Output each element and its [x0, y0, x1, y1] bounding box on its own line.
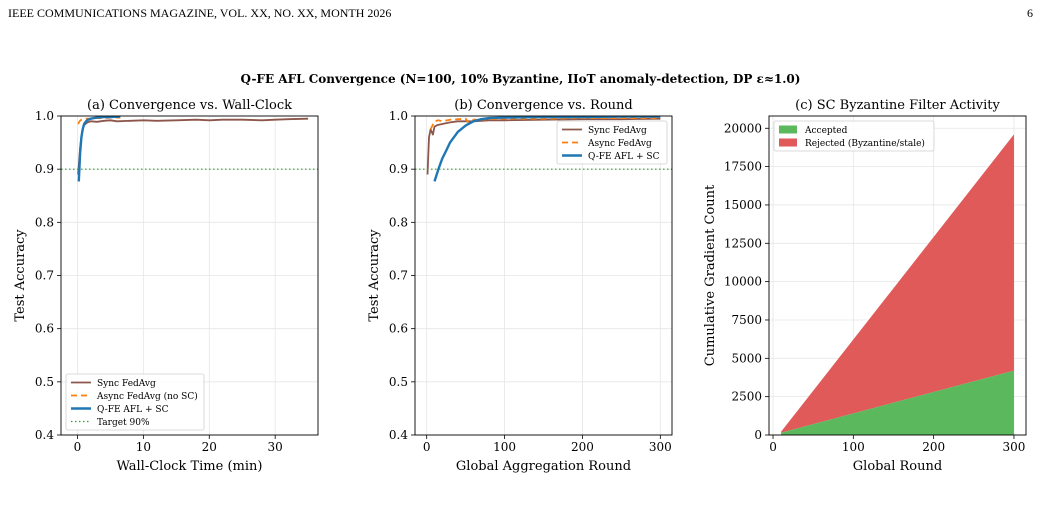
x-tick-label: 30	[268, 440, 283, 454]
page-header: IEEE COMMUNICATIONS MAGAZINE, VOL. XX, N…	[0, 6, 1041, 22]
y-tick-label: 0.8	[389, 215, 408, 229]
y-tick-label: 0.6	[35, 322, 54, 336]
axes-frame	[768, 115, 1027, 436]
y-tick-label: 7500	[731, 313, 762, 327]
x-tick-label: 20	[202, 440, 217, 454]
chart-title: (c) SC Byzantine Filter Activity	[795, 98, 1000, 113]
x-tick-label: 0	[423, 440, 431, 454]
legend-label: Accepted	[804, 126, 848, 136]
y-tick-label: 0.7	[389, 269, 408, 283]
plot-area	[415, 116, 672, 182]
legend-label: Target 90%	[97, 418, 150, 428]
legend-label: Q-FE AFL + SC	[588, 152, 660, 162]
y-tick-label: 0.8	[35, 215, 54, 229]
x-tick-label: 200	[571, 440, 594, 454]
chart-panel-1	[57, 115, 319, 439]
x-tick-label: 0	[74, 440, 82, 454]
legend-swatch	[779, 125, 797, 134]
y-tick-label: 0.4	[35, 428, 54, 442]
y-tick-label: 15000	[724, 198, 762, 212]
legend-label: Sync FedAvg	[97, 379, 156, 389]
legend-label: Rejected (Byzantine/stale)	[805, 138, 925, 149]
axes-frame	[60, 115, 319, 436]
x-tick-label: 300	[1003, 440, 1026, 454]
legend-label: Sync FedAvg	[588, 126, 647, 136]
x-axis-label: Global Aggregation Round	[456, 459, 631, 474]
y-tick-label: 0.5	[35, 375, 54, 389]
y-tick-label: 10000	[724, 275, 762, 289]
chart-title: (b) Convergence vs. Round	[454, 98, 632, 113]
y-tick-label: 0.7	[35, 269, 54, 283]
x-axis-label: Global Round	[853, 459, 942, 474]
figure-suptitle: Q-FE AFL Convergence (N=100, 10% Byzanti…	[240, 72, 801, 86]
plot-area	[781, 134, 1014, 435]
y-axis-label: Test Accuracy	[13, 229, 28, 322]
y-tick-label: 0.9	[35, 162, 54, 176]
y-tick-label: 20000	[724, 121, 762, 135]
journal-title: IEEE COMMUNICATIONS MAGAZINE, VOL. XX, N…	[8, 6, 392, 20]
y-tick-label: 12500	[724, 236, 762, 250]
chart-panel-2	[411, 115, 673, 439]
legend-box	[556, 120, 668, 165]
chart-panel-3	[765, 115, 1027, 439]
series-line-3	[77, 116, 121, 182]
area-accepted	[781, 370, 1014, 435]
chart-title: (a) Convergence vs. Wall-Clock	[87, 98, 292, 113]
legend-swatch	[779, 138, 797, 147]
y-tick-label: 5000	[731, 351, 762, 365]
page-number: 6	[1027, 6, 1033, 20]
y-axis-label: Cumulative Gradient Count	[703, 184, 718, 366]
x-tick-label: 10	[136, 440, 151, 454]
legend-label: Async FedAvg (no SC)	[96, 391, 198, 402]
y-tick-label: 0.5	[389, 375, 408, 389]
series-line-1	[77, 117, 309, 175]
y-axis-label: Test Accuracy	[367, 229, 382, 322]
x-tick-label: 100	[493, 440, 516, 454]
x-tick-label: 200	[922, 440, 945, 454]
y-tick-label: 0.9	[389, 162, 408, 176]
y-tick-label: 1.0	[35, 109, 54, 123]
series-line-2	[429, 117, 661, 130]
x-tick-label: 100	[842, 440, 865, 454]
y-tick-label: 17500	[724, 160, 762, 174]
x-axis-label: Wall-Clock Time (min)	[117, 459, 263, 474]
x-tick-label: 300	[649, 440, 672, 454]
y-tick-label: 0.6	[389, 322, 408, 336]
y-tick-label: 0	[754, 428, 762, 442]
area-rejected	[781, 134, 1014, 433]
legend-box	[65, 373, 205, 431]
series-line-1	[426, 117, 661, 175]
x-tick-label: 0	[769, 440, 777, 454]
axes-frame	[414, 115, 673, 436]
legend-box	[773, 120, 935, 152]
y-tick-label: 2500	[731, 390, 762, 404]
plot-area	[61, 116, 318, 182]
y-tick-label: 0.4	[389, 428, 408, 442]
series-line-3	[433, 116, 661, 182]
legend-label: Q-FE AFL + SC	[97, 405, 169, 415]
y-tick-label: 1.0	[389, 109, 408, 123]
legend-label: Async FedAvg	[587, 139, 652, 149]
